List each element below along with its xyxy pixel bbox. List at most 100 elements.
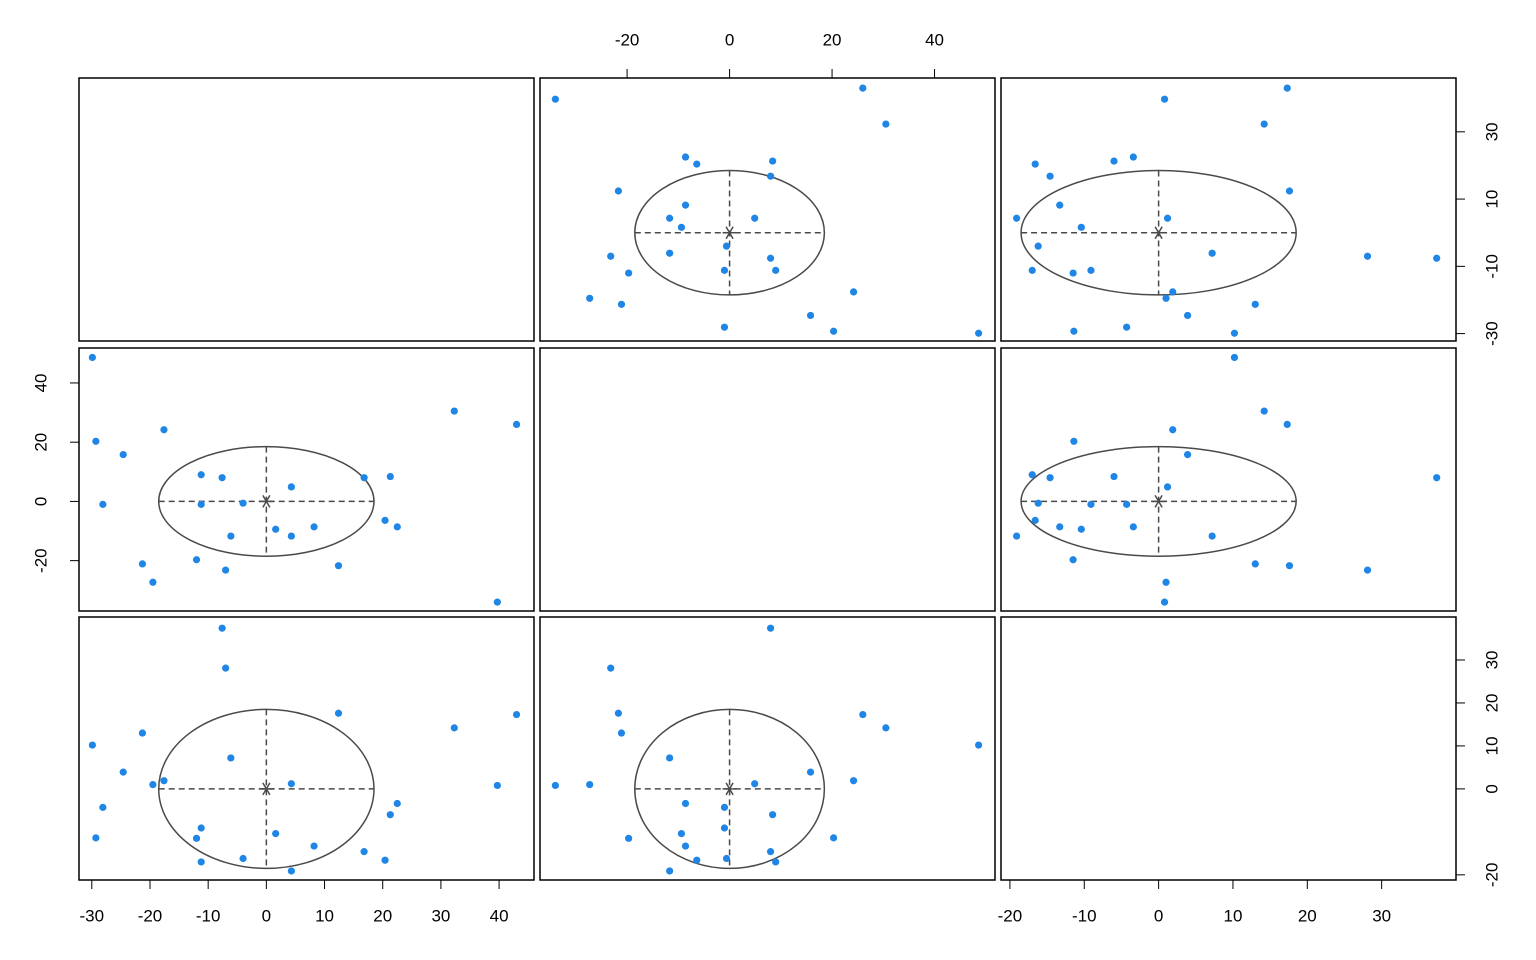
point bbox=[160, 426, 168, 434]
point bbox=[1056, 201, 1064, 209]
point bbox=[119, 451, 127, 459]
point bbox=[1028, 471, 1036, 479]
point bbox=[334, 562, 343, 570]
tick-label: -30 bbox=[1482, 321, 1501, 346]
point bbox=[450, 724, 458, 732]
point bbox=[381, 516, 389, 524]
point bbox=[1056, 523, 1064, 531]
point bbox=[1251, 300, 1259, 308]
point bbox=[493, 598, 501, 606]
point bbox=[1285, 187, 1294, 195]
center-star bbox=[1154, 226, 1163, 240]
point bbox=[450, 407, 458, 415]
point bbox=[1013, 532, 1021, 540]
tick-label: -20 bbox=[1482, 863, 1501, 888]
point bbox=[1208, 249, 1216, 257]
point bbox=[287, 532, 295, 540]
point bbox=[766, 624, 775, 632]
point bbox=[1283, 420, 1291, 429]
point bbox=[1028, 266, 1036, 274]
point bbox=[1087, 500, 1095, 508]
point bbox=[272, 829, 280, 838]
point bbox=[681, 842, 690, 850]
point bbox=[681, 799, 690, 808]
point bbox=[859, 84, 867, 92]
tick-label: 40 bbox=[490, 906, 509, 925]
tick-label: 30 bbox=[1482, 122, 1501, 141]
tick-label: 10 bbox=[1482, 736, 1501, 755]
point bbox=[1433, 254, 1441, 262]
point bbox=[1031, 160, 1039, 168]
point bbox=[386, 472, 394, 481]
panel bbox=[1000, 347, 1457, 612]
point bbox=[149, 780, 157, 789]
point bbox=[227, 532, 235, 540]
tick-label: -20 bbox=[138, 906, 163, 925]
point bbox=[849, 777, 858, 785]
point bbox=[1433, 474, 1441, 482]
point bbox=[393, 523, 401, 531]
point bbox=[677, 829, 686, 838]
point bbox=[1069, 556, 1077, 564]
point bbox=[1363, 252, 1372, 260]
point bbox=[751, 780, 759, 788]
point bbox=[751, 214, 759, 222]
point bbox=[1129, 523, 1137, 531]
point bbox=[766, 254, 775, 262]
point bbox=[239, 499, 247, 507]
point bbox=[1110, 157, 1118, 165]
panel bbox=[1000, 616, 1457, 881]
point bbox=[1069, 269, 1077, 277]
point bbox=[720, 803, 729, 811]
panel bbox=[1000, 77, 1457, 342]
point bbox=[614, 187, 622, 195]
center-star bbox=[262, 782, 271, 796]
point bbox=[720, 323, 729, 331]
tick-label: 0 bbox=[32, 497, 51, 506]
point bbox=[192, 556, 201, 564]
point bbox=[386, 811, 394, 819]
point bbox=[360, 474, 368, 482]
point bbox=[766, 172, 775, 180]
point bbox=[769, 157, 777, 165]
point bbox=[681, 153, 690, 161]
tick-label: -30 bbox=[80, 906, 105, 925]
point bbox=[1285, 562, 1294, 570]
point bbox=[849, 288, 858, 296]
point bbox=[218, 624, 226, 632]
tick-label: 20 bbox=[1482, 693, 1501, 712]
point bbox=[1363, 566, 1372, 574]
point bbox=[666, 214, 674, 222]
point bbox=[586, 780, 594, 789]
point bbox=[975, 741, 983, 749]
tick-label: -20 bbox=[998, 906, 1023, 925]
point bbox=[197, 824, 205, 832]
tick-label: -20 bbox=[615, 31, 640, 50]
point bbox=[1251, 560, 1259, 568]
point bbox=[1230, 329, 1239, 337]
point bbox=[92, 437, 100, 445]
point bbox=[720, 266, 729, 274]
point bbox=[310, 523, 318, 531]
point bbox=[160, 777, 168, 785]
point bbox=[218, 474, 226, 482]
point bbox=[681, 201, 690, 209]
point bbox=[722, 242, 731, 250]
point bbox=[197, 500, 205, 508]
point bbox=[617, 300, 626, 308]
tick-label: 0 bbox=[262, 906, 271, 925]
point bbox=[586, 294, 594, 302]
point bbox=[119, 768, 127, 776]
point bbox=[393, 799, 401, 808]
tick-label: 20 bbox=[823, 31, 842, 50]
point bbox=[769, 811, 777, 819]
point bbox=[806, 311, 815, 320]
point bbox=[617, 729, 626, 737]
point bbox=[99, 803, 107, 811]
tick-label: -10 bbox=[1072, 906, 1097, 925]
point bbox=[149, 578, 157, 586]
point bbox=[666, 867, 674, 875]
tick-label: 0 bbox=[1154, 906, 1163, 925]
point bbox=[666, 249, 674, 257]
point bbox=[1123, 500, 1131, 508]
